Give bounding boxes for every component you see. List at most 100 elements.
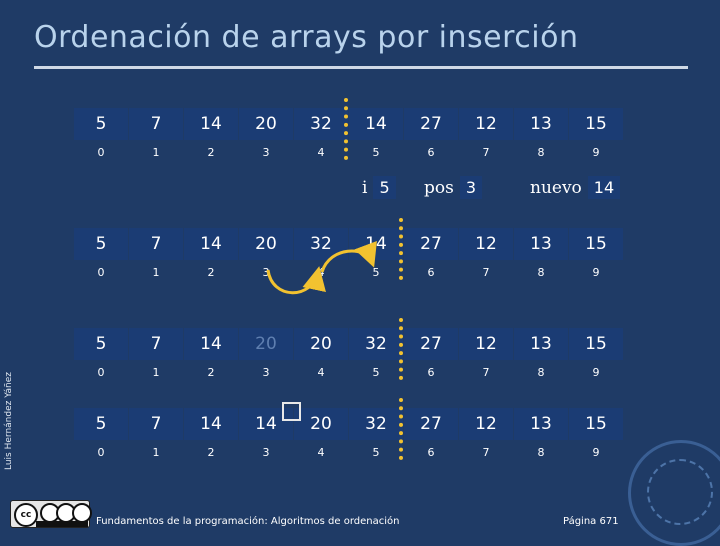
array-cell: 32 [294,228,348,260]
array-index: 5 [372,366,380,379]
array-cell: 12 [459,328,513,360]
array-cell: 14 [184,408,238,440]
array-cell: 27 [404,228,458,260]
sorted-boundary-1 [344,98,348,160]
array-index: 2 [207,266,215,279]
array-index: 1 [152,366,160,379]
array-index: 4 [317,266,325,279]
array-index: 3 [262,146,270,159]
var-nuevo-label: nuevo [530,177,582,198]
title-divider [34,66,688,69]
var-pos: pos 3 [424,176,483,199]
array-cell: 27 [404,328,458,360]
array-cell: 7 [129,408,183,440]
array-cell: 14 [349,108,403,140]
array-cell: 20 [239,328,293,360]
array-index: 4 [317,446,325,459]
array-index: 7 [482,366,490,379]
footer-text: Fundamentos de la programación: Algoritm… [96,516,400,527]
array-cell: 14 [239,408,293,440]
array-index: 5 [372,266,380,279]
var-nuevo-value: 14 [587,176,621,199]
array-index: 4 [317,146,325,159]
var-i: i 5 [362,176,396,199]
creative-commons-license-icon: cc [10,500,92,528]
array-index: 8 [537,266,545,279]
array-cell: 7 [129,108,183,140]
array-index: 5 [372,446,380,459]
array-index: 1 [152,266,160,279]
array-index: 9 [592,146,600,159]
var-pos-value: 3 [459,176,483,199]
array-cell: 27 [404,108,458,140]
array-index: 6 [427,266,435,279]
array-index: 1 [152,146,160,159]
array-cell: 13 [514,108,568,140]
array-index: 9 [592,446,600,459]
array-cell: 7 [129,228,183,260]
array-cell: 14 [349,228,403,260]
array-index: 8 [537,446,545,459]
sorted-boundary-3 [399,318,403,380]
university-seal-icon [628,440,720,546]
array-index: 6 [427,146,435,159]
array-index: 4 [317,366,325,379]
array-index: 1 [152,446,160,459]
array-cell: 12 [459,108,513,140]
array-index: 6 [427,366,435,379]
array-index: 7 [482,266,490,279]
var-nuevo: nuevo 14 [530,176,621,199]
array-cell: 20 [239,228,293,260]
array-index: 3 [262,266,270,279]
array-index: 3 [262,366,270,379]
array-index: 3 [262,446,270,459]
array-index: 0 [97,146,105,159]
array-cell: 14 [184,228,238,260]
array-cell: 13 [514,328,568,360]
array-index: 8 [537,366,545,379]
array-cell: 32 [349,328,403,360]
array-cell: 13 [514,228,568,260]
array-cell: 5 [74,328,128,360]
array-index: 7 [482,146,490,159]
array-cell: 15 [569,408,623,440]
array-index: 2 [207,366,215,379]
slide-title: Ordenación de arrays por inserción [34,20,579,55]
array-cell: 12 [459,408,513,440]
array-index: 5 [372,146,380,159]
array-cell: 32 [349,408,403,440]
array-cell: 15 [569,108,623,140]
array-cell: 32 [294,108,348,140]
sorted-boundary-4 [399,398,403,460]
page-number: Página 671 [563,516,619,527]
array-index: 0 [97,366,105,379]
array-index: 2 [207,146,215,159]
array-cell: 5 [74,228,128,260]
array-index: 2 [207,446,215,459]
array-index: 6 [427,446,435,459]
insertion-slot-icon [282,402,301,421]
array-cell: 15 [569,328,623,360]
array-cell: 14 [184,108,238,140]
sorted-boundary-2 [399,218,403,280]
array-index: 0 [97,266,105,279]
array-index: 9 [592,266,600,279]
array-cell: 5 [74,108,128,140]
side-credit: Luis Hernández Yáñez [4,372,14,470]
array-cell: 20 [294,328,348,360]
array-cell: 13 [514,408,568,440]
var-i-label: i [362,177,368,198]
array-index: 8 [537,146,545,159]
array-cell: 7 [129,328,183,360]
array-index: 9 [592,366,600,379]
array-cell: 15 [569,228,623,260]
array-cell: 5 [74,408,128,440]
var-pos-label: pos [424,177,454,198]
array-index: 0 [97,446,105,459]
array-cell: 20 [239,108,293,140]
array-cell: 14 [184,328,238,360]
array-cell: 27 [404,408,458,440]
array-cell: 20 [294,408,348,440]
var-i-value: 5 [373,176,396,199]
array-index: 7 [482,446,490,459]
